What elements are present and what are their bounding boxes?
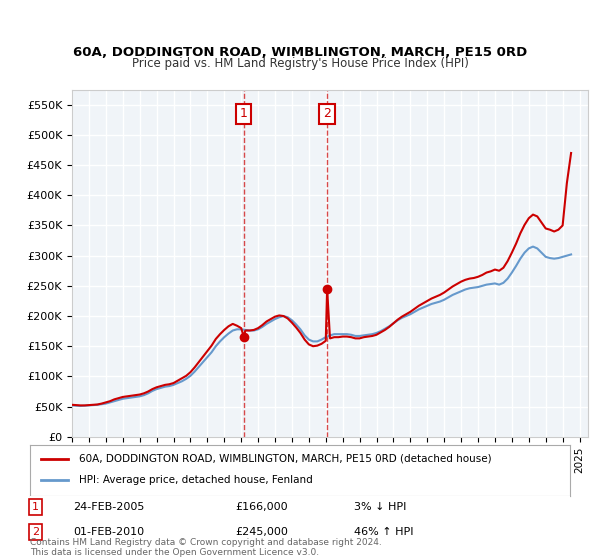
Text: £245,000: £245,000 <box>235 527 288 537</box>
Text: 2: 2 <box>323 108 331 120</box>
Text: 60A, DODDINGTON ROAD, WIMBLINGTON, MARCH, PE15 0RD (detached house): 60A, DODDINGTON ROAD, WIMBLINGTON, MARCH… <box>79 454 491 464</box>
Text: 1: 1 <box>32 502 39 512</box>
Text: HPI: Average price, detached house, Fenland: HPI: Average price, detached house, Fenl… <box>79 475 313 486</box>
Text: £166,000: £166,000 <box>235 502 288 512</box>
Text: 2: 2 <box>32 527 39 537</box>
Text: 1: 1 <box>240 108 248 120</box>
Text: Contains HM Land Registry data © Crown copyright and database right 2024.
This d: Contains HM Land Registry data © Crown c… <box>30 538 382 557</box>
Text: 24-FEB-2005: 24-FEB-2005 <box>73 502 145 512</box>
Text: 60A, DODDINGTON ROAD, WIMBLINGTON, MARCH, PE15 0RD: 60A, DODDINGTON ROAD, WIMBLINGTON, MARCH… <box>73 46 527 59</box>
Text: 46% ↑ HPI: 46% ↑ HPI <box>354 527 413 537</box>
Text: 01-FEB-2010: 01-FEB-2010 <box>73 527 145 537</box>
Text: Price paid vs. HM Land Registry's House Price Index (HPI): Price paid vs. HM Land Registry's House … <box>131 57 469 70</box>
Text: 3% ↓ HPI: 3% ↓ HPI <box>354 502 406 512</box>
